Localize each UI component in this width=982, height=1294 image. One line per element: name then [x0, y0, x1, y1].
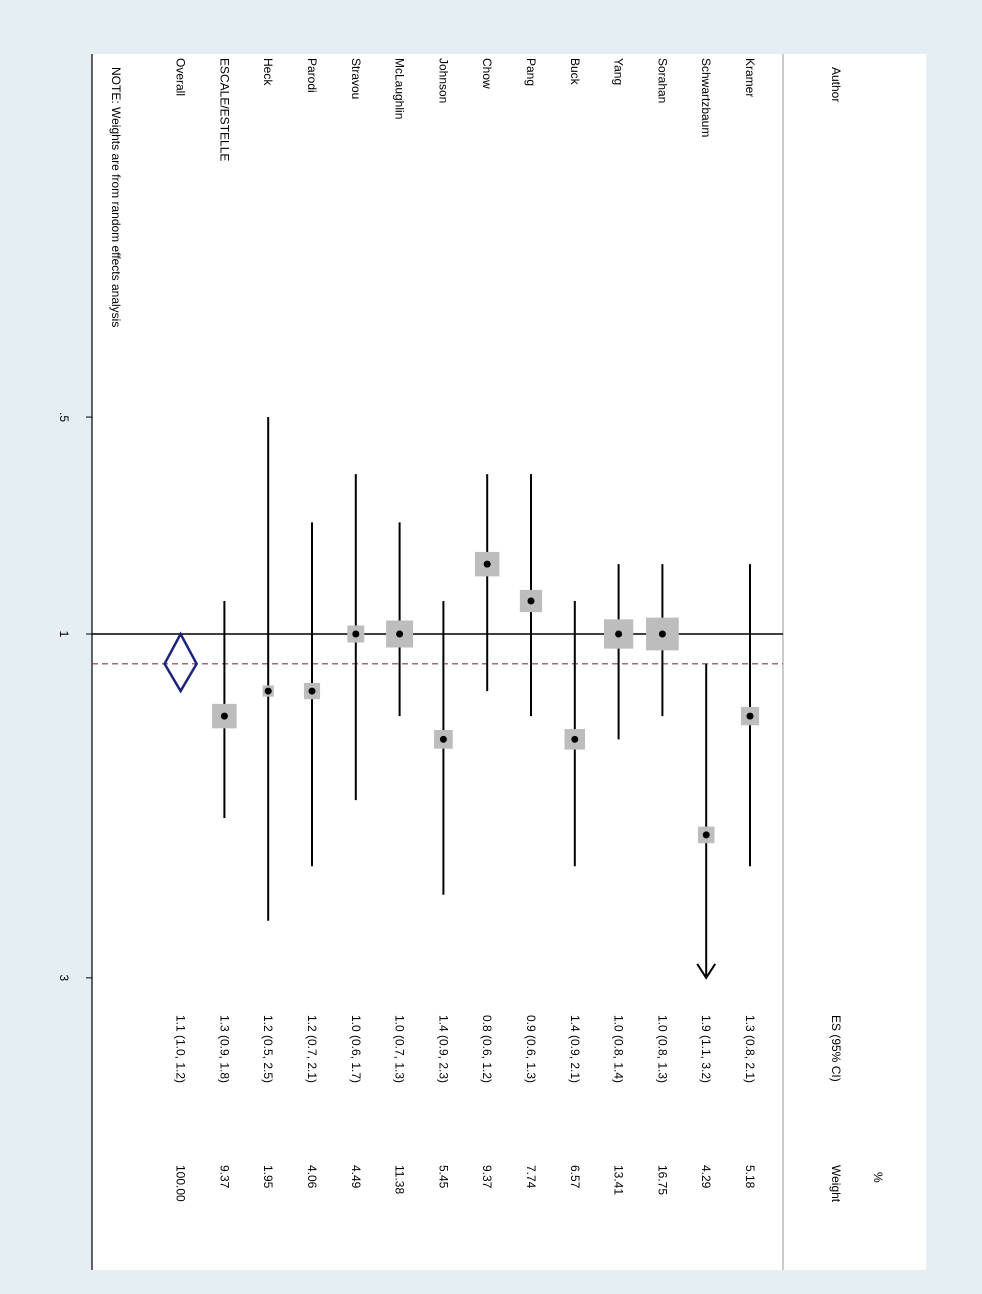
- study-es: 1.3 (0.9, 1.8): [217, 1015, 231, 1083]
- study-es: 1.4 (0.9, 2.1): [568, 1015, 582, 1083]
- point-estimate: [746, 712, 754, 720]
- header-weight-percent: %: [871, 1172, 885, 1183]
- study-es: 1.2 (0.5, 2.5): [261, 1015, 275, 1083]
- x-tick-label: 3: [57, 975, 71, 982]
- study-weight: 16.75: [655, 1165, 669, 1195]
- overall-es: 1.1 (1.0, 1.2): [174, 1015, 188, 1083]
- study-es: 1.2 (0.7, 2.1): [305, 1015, 319, 1083]
- study-es: 1.0 (0.8, 1.3): [655, 1015, 669, 1083]
- study-author: Buck: [568, 58, 582, 86]
- ci-arrow: [696, 963, 717, 980]
- point-estimate: [264, 687, 272, 695]
- study-weight: 7.74: [524, 1165, 538, 1189]
- point-estimate: [483, 560, 491, 568]
- study-es: 1.9 (1.1, 3.2): [699, 1015, 713, 1083]
- row-labels: Kramer 1.3 (0.8, 2.1) 5.18 Schwartzbaum 1.9 …: [174, 58, 757, 1202]
- column-headers: Author ES (95% CI) % Weight: [829, 67, 885, 1203]
- x-tick-label: 1: [57, 631, 71, 638]
- x-axis-ticks: .5 1 3: [57, 412, 92, 982]
- study-author: Pang: [524, 58, 538, 86]
- study-es: 1.3 (0.8, 2.1): [743, 1015, 757, 1083]
- point-estimate: [702, 831, 710, 839]
- study-es: 0.8 (0.6, 1.2): [480, 1015, 494, 1083]
- point-estimate: [527, 597, 535, 605]
- study-weight: 9.37: [480, 1165, 494, 1189]
- study-author: Johnson: [436, 58, 450, 103]
- study-weight: 4.29: [699, 1165, 713, 1189]
- study-author: ESCALE/ESTELLE: [217, 58, 231, 161]
- study-weight: 4.49: [349, 1165, 363, 1189]
- study-es: 1.0 (0.8, 1.4): [612, 1015, 626, 1083]
- study-author: Parodi: [305, 58, 319, 93]
- study-weight: 9.37: [217, 1165, 231, 1189]
- study-author: Yang: [612, 58, 626, 85]
- x-tick-label: .5: [57, 412, 71, 422]
- point-estimate: [439, 735, 447, 743]
- study-author: Schwartzbaum: [699, 58, 713, 137]
- point-estimate: [220, 712, 228, 720]
- study-author: Sorahan: [655, 58, 669, 103]
- study-markers: [163, 551, 760, 844]
- study-weight: 6.57: [568, 1165, 582, 1189]
- study-weight: 1.95: [261, 1165, 275, 1189]
- study-author: Stravou: [349, 58, 363, 99]
- plot-panel: [92, 54, 926, 1270]
- point-estimate: [615, 630, 623, 638]
- study-es: 1.4 (0.9, 2.3): [436, 1015, 450, 1083]
- overall-label: Overall: [174, 58, 188, 96]
- study-es: 1.0 (0.7, 1.3): [393, 1015, 407, 1083]
- note-text: NOTE: Weights are from random effects an…: [109, 67, 123, 327]
- header-weight: Weight: [829, 1165, 843, 1203]
- study-author: Heck: [261, 58, 275, 86]
- study-weight: 4.06: [305, 1165, 319, 1189]
- study-author: Chow: [480, 58, 494, 89]
- point-estimate: [396, 630, 404, 638]
- study-es: 0.9 (0.6, 1.3): [524, 1015, 538, 1083]
- study-author: Kramer: [743, 58, 757, 97]
- point-estimate: [352, 630, 360, 638]
- overall-diamond: [163, 631, 199, 694]
- point-estimate: [308, 687, 316, 695]
- study-weight: 13.41: [612, 1165, 626, 1195]
- study-weight: 5.18: [743, 1165, 757, 1189]
- study-weight: 5.45: [436, 1165, 450, 1189]
- header-author: Author: [829, 67, 843, 102]
- study-es: 1.0 (0.6, 1.7): [349, 1015, 363, 1083]
- study-weight: 11.38: [393, 1165, 407, 1194]
- point-estimate: [658, 630, 666, 638]
- point-estimate: [571, 735, 579, 743]
- study-author: McLaughlin: [393, 58, 407, 119]
- header-es: ES (95% CI): [829, 1015, 843, 1082]
- overall-weight: 100.00: [174, 1165, 188, 1202]
